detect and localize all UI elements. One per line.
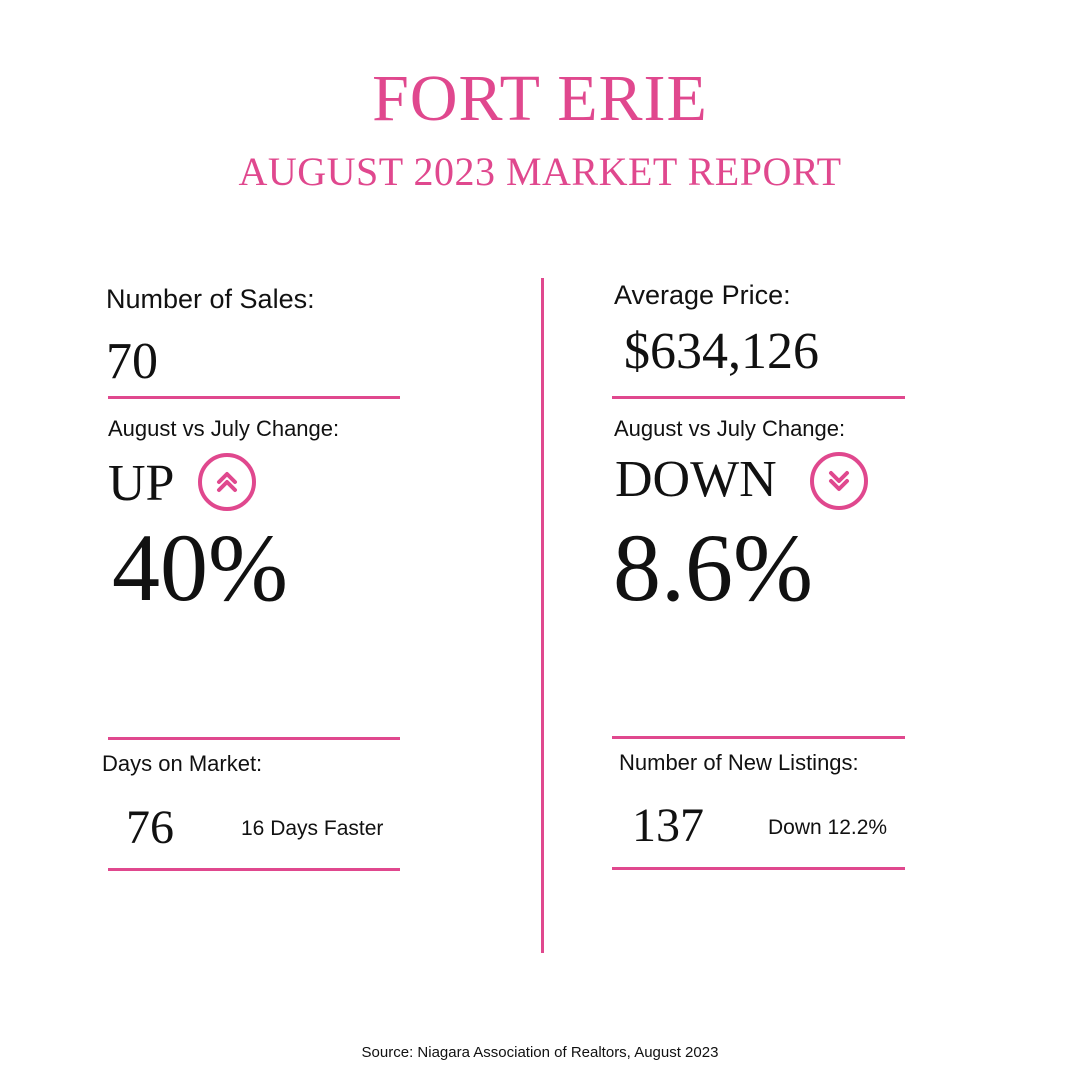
right-average-price-label: Average Price: xyxy=(614,280,791,310)
left-days-on-market-value: 76 xyxy=(126,801,174,854)
right-listings-rule-top xyxy=(612,736,905,739)
right-listings-rule-bottom xyxy=(612,867,905,870)
left-days-on-market-note: 16 Days Faster xyxy=(241,817,384,840)
right-new-listings-note: Down 12.2% xyxy=(768,816,888,839)
double-chevron-down-icon xyxy=(810,452,868,510)
right-new-listings-label: Number of New Listings: xyxy=(619,750,859,775)
right-change-label: August vs July Change: xyxy=(614,416,846,441)
left-number-of-sales-value: 70 xyxy=(106,333,158,390)
source-note: Source: Niagara Association of Realtors,… xyxy=(361,1044,719,1061)
left-direction-text: UP xyxy=(108,455,175,512)
right-new-listings-value: 137 xyxy=(632,799,704,852)
left-days-on-market-label: Days on Market: xyxy=(102,751,263,776)
page-subtitle: AUGUST 2023 MARKET REPORT xyxy=(238,149,842,194)
right-direction-text: DOWN xyxy=(615,451,777,508)
left-number-of-sales-label: Number of Sales: xyxy=(106,284,315,314)
double-chevron-up-icon xyxy=(198,453,256,511)
left-days-rule-bottom xyxy=(108,868,400,871)
right-price-rule xyxy=(612,396,905,399)
page-title: FORT ERIE xyxy=(372,62,708,135)
right-change-percent: 8.6% xyxy=(613,514,813,621)
left-days-rule-top xyxy=(108,737,400,740)
center-divider xyxy=(541,278,544,953)
right-average-price-value: $634,126 xyxy=(624,323,819,380)
left-change-percent: 40% xyxy=(112,514,288,621)
left-sales-rule xyxy=(108,396,400,399)
left-change-label: August vs July Change: xyxy=(108,416,340,441)
